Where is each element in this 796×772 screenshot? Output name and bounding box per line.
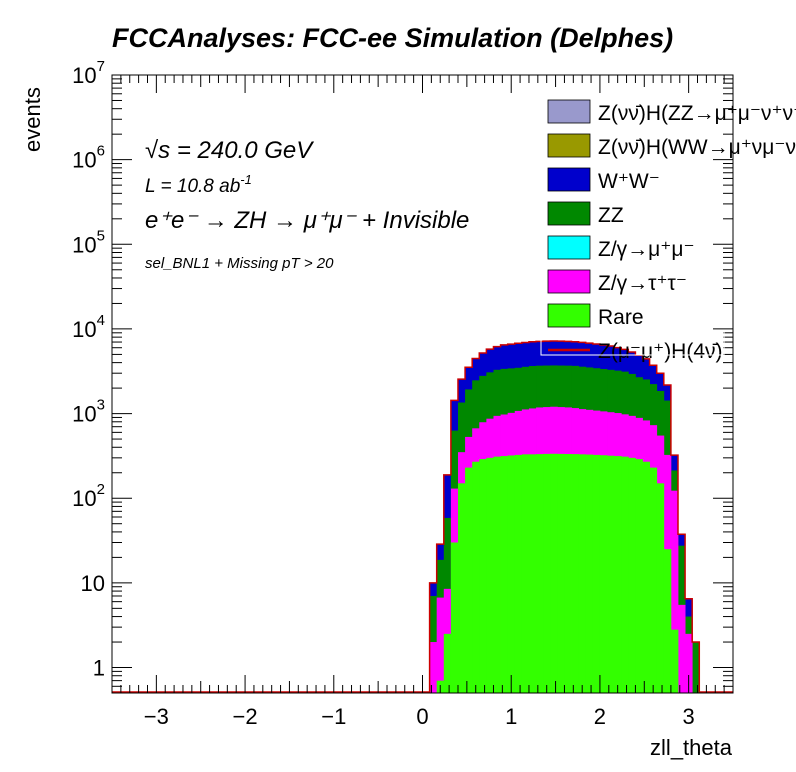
bar-series-6-bin-33 [656,483,665,693]
legend-item-1: Z(νν̄)H(WW→μ⁺νμ⁻ν) [547,133,796,159]
bar-series-6-bin-24 [592,454,601,693]
luminosity-label: L = 10.8 ab-1 [145,172,252,197]
legend-item-3: ZZ [547,201,624,227]
y-tick-label: 1 [93,656,105,681]
legend-swatch [547,133,591,158]
bar-series-5-bin-36 [678,604,686,693]
y-tick-label: 106 [72,143,105,173]
legend-item-2: W⁺W⁻ [547,167,660,193]
x-axis-ticks: −3 −2 −1 0 1 2 3 [111,75,734,729]
legend-label: Rare [598,306,644,329]
selection-label: sel_BNL1 + Missing pT > 20 [145,255,334,272]
bar-series-6-bin-8 [479,459,487,693]
bar-series-6-bin-7 [472,461,480,693]
bar-series-6-bin-22 [578,454,587,693]
legend-label: Z/γ→τ⁺τ⁻ [598,272,687,295]
bar-series-6-bin-20 [564,454,572,693]
x-tick-label: 1 [505,704,517,729]
bar-series-6-bin-31 [642,461,651,693]
y-tick-label: 105 [72,227,105,257]
bar-series-6-bin-32 [649,467,658,693]
legend-label: Z(νν̄)H(WW→μ⁺νμ⁻ν) [598,136,796,159]
bar-series-6-bin-5 [457,483,466,693]
bar-series-6-bin-16 [536,454,544,693]
legend-label: Z/γ→μ⁺μ⁻ [598,238,695,261]
bar-series-5-bin-35 [670,490,679,693]
series-6-bins [436,453,679,693]
legend-swatch [547,201,591,226]
legend-label: W⁺W⁻ [598,170,660,193]
x-tick-label: −3 [144,704,169,729]
bar-series-6-bin-12 [507,455,516,693]
process-label: e⁺e⁻ → ZH → μ⁺μ⁻ + Invisible [145,207,469,234]
bar-series-6-bin-10 [493,456,501,693]
bar-series-6-bin-9 [486,457,494,693]
stack-outline-line [112,340,733,693]
bar-series-5-bin-2 [436,597,445,693]
legend-swatch [547,303,591,328]
legend-label: ZZ [598,204,624,227]
bar-series-6-bin-26 [607,455,615,693]
bar-series-6-bin-23 [585,454,594,693]
bar-series-6-bin-28 [621,456,629,693]
legend-label: Z(νν̄)H(ZZ→μ⁺μ⁻ν⁺ν⁻) [598,102,796,125]
bar-series-6-bin-29 [628,457,636,693]
bar-series-6-bin-30 [635,459,643,693]
bar-series-6-bin-34 [663,549,672,693]
legend-item-4: Z/γ→μ⁺μ⁻ [547,235,695,261]
bar-series-6-bin-19 [557,453,565,693]
y-axis-title: events [20,87,45,152]
histogram-stack [112,340,733,693]
annotations: √s = 240.0 GeV L = 10.8 ab-1 e⁺e⁻ → ZH →… [145,137,469,272]
y-tick-label: 104 [72,312,105,342]
legend-highlight-box [540,329,725,356]
bar-series-6-bin-13 [514,454,523,693]
bar-series-6-bin-15 [528,454,537,693]
legend-swatch [547,167,591,192]
x-tick-label: 2 [594,704,606,729]
y-tick-label: 10 [81,571,105,596]
legend-item-6: Rare [547,303,644,329]
x-tick-label: −2 [233,704,258,729]
x-axis-title: zll_theta [650,735,733,760]
bar-series-6-bin-6 [465,467,473,693]
y-tick-label: 103 [72,397,105,427]
legend-swatch [547,235,591,260]
bar-series-6-bin-25 [599,455,608,693]
y-tick-label: 102 [72,481,105,511]
x-tick-label: 3 [683,704,695,729]
bar-series-6-bin-3 [443,633,452,693]
legend: Z(νν̄)H(ZZ→μ⁺μ⁻ν⁺ν⁻) Z(νν̄)H(WW→μ⁺νμ⁻ν) W⁺… [540,99,796,363]
bar-series-6-bin-35 [670,629,679,693]
bar-series-6-bin-27 [614,456,622,693]
chart-title: FCCAnalyses: FCC-ee Simulation (Delphes) [112,23,673,53]
legend-item-0: Z(νν̄)H(ZZ→μ⁺μ⁻ν⁺ν⁻) [547,99,796,125]
plot-border [111,74,734,694]
legend-label: Z(μ⁻μ⁺)H(4ν̄) [598,340,723,363]
bar-series-3-bin-38 [692,642,700,693]
legend-swatch [547,99,591,124]
bar-series-6-bin-4 [450,542,459,693]
legend-swatch [547,269,591,294]
y-tick-label: 107 [72,58,105,88]
bar-series-6-bin-21 [571,454,580,693]
bar-series-6-bin-11 [500,456,509,693]
bar-series-6-bin-18 [550,453,558,693]
plot-area: −3 −2 −1 0 1 2 3 1 10 102 103 104 105 106 107 [72,58,734,729]
legend-item-7: Z(μ⁻μ⁺)H(4ν̄) [548,340,723,363]
sqrt-s-label: √s = 240.0 GeV [145,137,314,164]
y-axis-ticks: 1 10 102 103 104 105 106 107 [72,58,733,694]
x-tick-label: −1 [321,704,346,729]
bar-series-6-bin-17 [543,453,551,693]
bar-series-5-bin-37 [685,633,693,693]
x-tick-label: 0 [416,704,428,729]
legend-item-5: Z/γ→τ⁺τ⁻ [547,269,687,295]
bar-series-5-bin-1 [429,642,438,693]
bar-series-6-bin-14 [521,454,530,693]
